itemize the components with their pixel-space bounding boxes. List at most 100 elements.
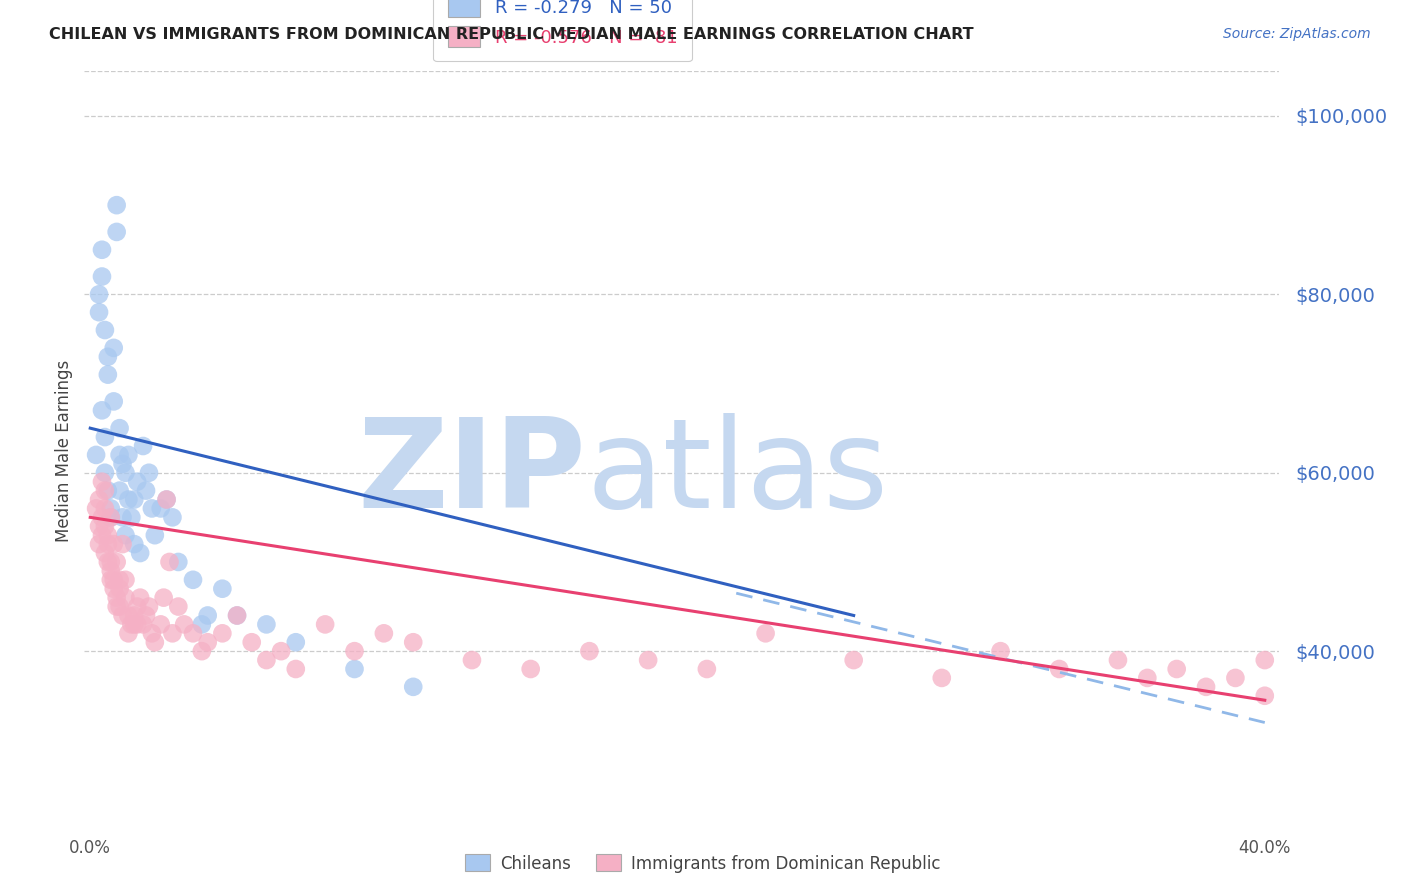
Point [162, 626, 184, 640]
Point [103, 537, 125, 551]
Point [138, 599, 160, 614]
Point [91, 269, 114, 284]
Point [97, 350, 120, 364]
Point [842, 653, 865, 667]
Point [100, 501, 122, 516]
Point [1254, 689, 1277, 703]
Point [105, 599, 128, 614]
Point [108, 483, 131, 498]
Point [197, 608, 219, 623]
Point [94, 466, 117, 480]
Point [129, 591, 152, 605]
Point [120, 510, 142, 524]
Point [108, 421, 131, 435]
Point [100, 510, 122, 524]
Point [127, 617, 149, 632]
Point [155, 492, 177, 507]
Point [149, 617, 172, 632]
Point [114, 591, 136, 605]
Point [696, 662, 718, 676]
Point [97, 483, 120, 498]
Y-axis label: Median Male Earnings: Median Male Earnings [55, 359, 73, 541]
Point [94, 430, 117, 444]
Point [117, 626, 139, 640]
Point [91, 510, 114, 524]
Point [141, 626, 163, 640]
Point [97, 368, 120, 382]
Point [114, 528, 136, 542]
Point [87, 305, 110, 319]
Point [1136, 671, 1159, 685]
Point [111, 510, 134, 524]
Point [402, 680, 425, 694]
Point [159, 555, 181, 569]
Point [124, 617, 146, 632]
Point [124, 608, 146, 623]
Point [97, 528, 120, 542]
Point [402, 635, 425, 649]
Point [91, 243, 114, 257]
Point [108, 448, 131, 462]
Point [100, 573, 122, 587]
Point [343, 662, 366, 676]
Point [127, 475, 149, 489]
Text: ZIP: ZIP [357, 413, 586, 533]
Text: atlas: atlas [586, 413, 889, 533]
Point [1047, 662, 1070, 676]
Point [84, 501, 107, 516]
Point [87, 519, 110, 533]
Point [135, 608, 157, 623]
Point [143, 635, 166, 649]
Point [129, 546, 152, 560]
Point [197, 635, 219, 649]
Point [108, 573, 131, 587]
Point [120, 617, 142, 632]
Point [191, 644, 214, 658]
Point [124, 537, 146, 551]
Point [167, 555, 190, 569]
Point [103, 341, 125, 355]
Point [103, 394, 125, 409]
Point [755, 626, 778, 640]
Point [117, 608, 139, 623]
Point [87, 492, 110, 507]
Point [117, 448, 139, 462]
Point [105, 198, 128, 212]
Point [211, 582, 233, 596]
Point [373, 626, 395, 640]
Point [254, 653, 277, 667]
Point [240, 635, 263, 649]
Point [931, 671, 953, 685]
Point [135, 483, 157, 498]
Point [578, 644, 600, 658]
Point [127, 599, 149, 614]
Point [111, 537, 134, 551]
Point [254, 617, 277, 632]
Point [103, 573, 125, 587]
Point [87, 287, 110, 301]
Point [162, 510, 184, 524]
Point [132, 439, 155, 453]
Point [97, 555, 120, 569]
Point [108, 599, 131, 614]
Point [141, 501, 163, 516]
Point [105, 591, 128, 605]
Point [167, 599, 190, 614]
Point [87, 537, 110, 551]
Point [114, 573, 136, 587]
Point [117, 492, 139, 507]
Point [149, 501, 172, 516]
Point [111, 457, 134, 471]
Point [111, 608, 134, 623]
Text: CHILEAN VS IMMIGRANTS FROM DOMINICAN REPUBLIC MEDIAN MALE EARNINGS CORRELATION C: CHILEAN VS IMMIGRANTS FROM DOMINICAN REP… [49, 27, 974, 42]
Point [181, 626, 204, 640]
Point [138, 466, 160, 480]
Point [1254, 653, 1277, 667]
Point [1195, 680, 1218, 694]
Point [91, 475, 114, 489]
Point [105, 555, 128, 569]
Point [152, 591, 174, 605]
Point [270, 644, 292, 658]
Point [1107, 653, 1129, 667]
Point [124, 492, 146, 507]
